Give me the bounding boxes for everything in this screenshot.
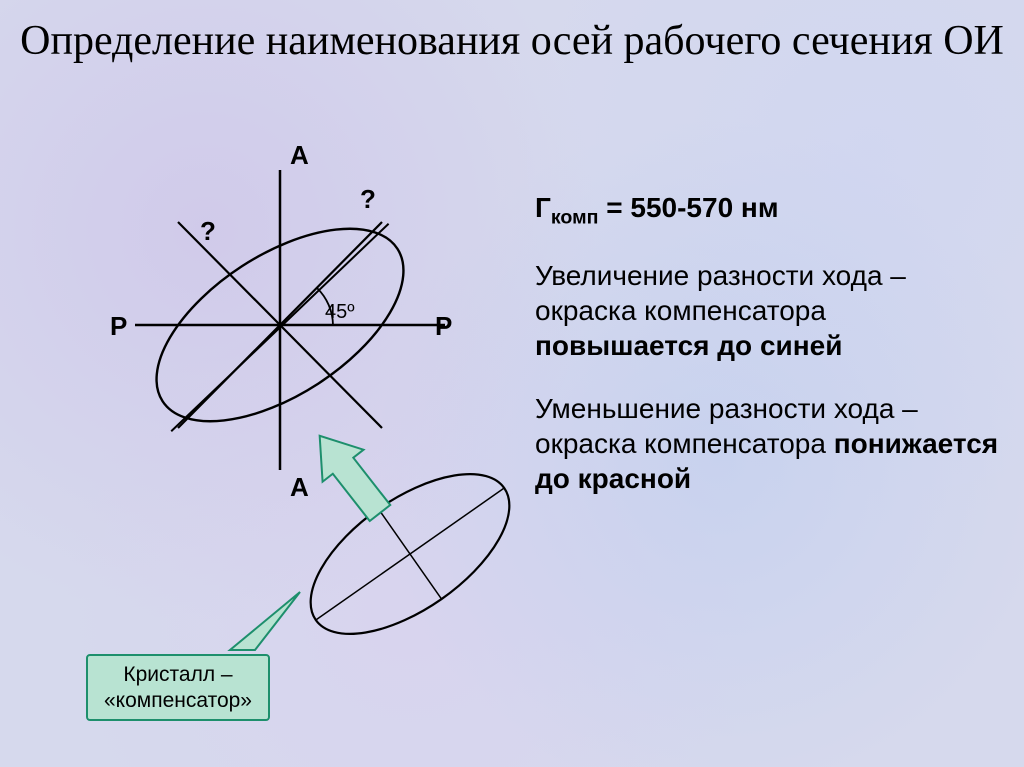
- arrow-icon: [299, 420, 400, 529]
- right-text: Гкомп = 550-570 нм Увеличение разности х…: [535, 190, 1005, 524]
- gamma-rest: = 550-570 нм: [598, 192, 778, 223]
- slide-title: Определение наименования осей рабочего с…: [0, 18, 1024, 64]
- label-q-upper: ?: [360, 184, 376, 214]
- label-q-lower: ?: [200, 216, 216, 246]
- label-angle: 45º: [325, 301, 355, 323]
- label-p-right: P: [435, 311, 452, 341]
- para2-bold: повышается до синей: [535, 330, 842, 361]
- para-decrease: Уменьшение разности хода – окраска компе…: [535, 391, 1005, 496]
- diagram: A A P P ? ? 45º: [40, 140, 540, 660]
- para2-pre: Увеличение разности хода – окраска компе…: [535, 260, 906, 326]
- callout-box: Кристалл – «компенсатор»: [86, 654, 270, 721]
- label-p-left: P: [110, 311, 127, 341]
- callout-line2: «компенсатор»: [88, 688, 268, 713]
- gamma-sub: комп: [551, 207, 599, 229]
- gamma-sym: Г: [535, 192, 551, 223]
- label-a-top: A: [290, 140, 309, 170]
- para-increase: Увеличение разности хода – окраска компе…: [535, 258, 1005, 363]
- slide: Определение наименования осей рабочего с…: [0, 0, 1024, 767]
- arrow-insert: [299, 420, 400, 529]
- label-a-bottom: A: [290, 472, 309, 502]
- callout-line1: Кристалл –: [88, 662, 268, 687]
- para-gamma: Гкомп = 550-570 нм: [535, 190, 1005, 230]
- callout-tail: [230, 592, 300, 650]
- comp-minor-axis: [378, 509, 441, 599]
